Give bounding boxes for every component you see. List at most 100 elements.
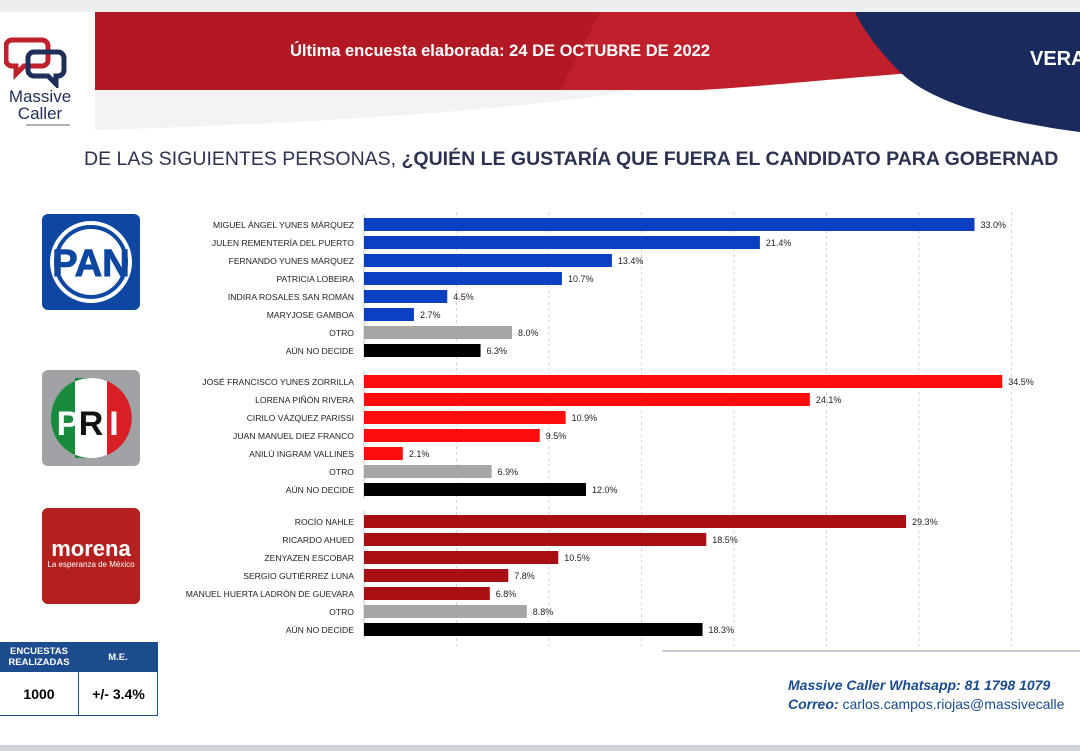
bar (364, 533, 707, 546)
data-label: 18.5% (712, 535, 738, 545)
surveys-count-value: 1000 (23, 686, 55, 702)
header-light-wash (95, 90, 640, 130)
survey-date-title: Última encuesta elaborada: 24 DE OCTUBRE… (290, 42, 710, 60)
data-label: 8.0% (518, 328, 539, 338)
bar (364, 236, 760, 249)
data-label: 21.4% (766, 238, 792, 248)
category-label: MANUEL HUERTA LADRÓN DE GUEVARA (186, 589, 355, 599)
pan-logo-text: PAN (52, 243, 129, 285)
data-label: 24.1% (816, 395, 842, 405)
state-name: VERA (1030, 48, 1080, 70)
data-label: 9.5% (546, 431, 567, 441)
massive-caller-logo: Massive Caller (3, 32, 76, 128)
contact-info: Massive Caller Whatsapp: 81 1798 1079 Co… (788, 676, 1064, 714)
category-label: AÚN NO DECIDE (286, 346, 355, 356)
footer-divider (662, 650, 1080, 652)
logo-speech-bubbles-icon (3, 37, 67, 91)
bar (364, 393, 810, 406)
category-label: INDIRA ROSALES SAN ROMÁN (228, 292, 354, 302)
data-label: 34.5% (1008, 377, 1034, 387)
pri-logo: P R I (42, 370, 140, 466)
bar (364, 254, 612, 267)
data-label: 10.9% (572, 413, 598, 423)
bar-chart: MIGUEL ÁNGEL YUNES MÁRQUEZ 33.0% JULEN REM… (186, 212, 1034, 646)
bar (364, 515, 907, 528)
data-label: 2.1% (409, 449, 430, 459)
survey-info-table: ENCUESTAS REALIZADAS M.E. 1000 +/- 3.4% (0, 642, 158, 716)
data-label: 6.9% (498, 467, 519, 477)
category-label: ANILÚ INGRAM VALLINES (249, 449, 354, 459)
category-label: JUAN MANUEL DIEZ FRANCO (233, 431, 354, 441)
category-label: LORENA PIÑÓN RIVERA (255, 395, 354, 405)
whatsapp-label: Massive Caller Whatsapp: (788, 677, 961, 693)
bar (364, 218, 975, 231)
data-label: 10.5% (564, 553, 590, 563)
bar (364, 587, 490, 600)
poll-slide: Massive Caller Última encuesta elaborada… (0, 12, 1080, 745)
bar (364, 447, 403, 460)
category-label: AÚN NO DECIDE (286, 625, 355, 635)
bar (364, 344, 481, 357)
bar (364, 411, 566, 424)
header-dark-red-shade (95, 12, 600, 90)
data-label: 33.0% (981, 220, 1007, 230)
pri-letter-r: R (79, 405, 104, 443)
morena-logo: morena La esperanza de México (42, 508, 140, 604)
pri-letter-i: I (109, 405, 118, 443)
page-bottom-edge (0, 745, 1080, 751)
header-navy-swoosh (855, 12, 1080, 132)
data-label: 29.3% (912, 517, 938, 527)
question-regular-text: DE LAS SIGUIENTES PERSONAS, (84, 148, 402, 170)
pri-emblem-icon: P R I (50, 378, 132, 458)
morena-logo-text: morena (51, 536, 131, 561)
margin-error-value: +/- 3.4% (78, 672, 158, 716)
category-label: ZENYAZEN ESCOBAR (264, 553, 354, 563)
category-label: ROCÍO NAHLE (295, 517, 354, 527)
data-label: 13.4% (618, 256, 644, 266)
category-label: FERNANDO YUNES MÁRQUEZ (229, 256, 354, 266)
whatsapp-number: 81 1798 1079 (964, 677, 1051, 693)
question-bold-text: ¿QUIÉN LE GUSTARÍA QUE FUERA EL CANDIDAT… (401, 148, 1059, 170)
category-label: MARYJOSE GAMBOA (267, 310, 354, 320)
category-label: JOSÉ FRANCISCO YUNES ZORRILLA (202, 377, 354, 387)
surveys-count-header: ENCUESTAS REALIZADAS (0, 642, 78, 672)
margin-error-header: M.E. (78, 642, 158, 672)
bar (364, 290, 448, 303)
logo-brand-line2: Caller (17, 104, 63, 123)
category-label: JULEN REMENTERÍA DEL PUERTO (212, 238, 354, 248)
data-label: 18.3% (709, 625, 735, 635)
data-label: 2.7% (420, 310, 441, 320)
bar (364, 483, 586, 496)
category-label: MIGUEL ÁNGEL YUNES MÁRQUEZ (213, 220, 354, 230)
logo-brand-line1: Massive (8, 87, 72, 106)
category-label: OTRO (329, 607, 354, 617)
category-label: AÚN NO DECIDE (286, 485, 355, 495)
bar-group-morena: ROCÍO NAHLE 29.3% RICARDO AHUED 18.5% ZENYAZ… (186, 515, 938, 636)
email-address: carlos.campos.riojas@massivecalle (842, 696, 1065, 712)
pri-letter-p: P (57, 405, 80, 443)
whatsapp-line: Massive Caller Whatsapp: 81 1798 1079 (788, 676, 1064, 695)
bar (364, 569, 509, 582)
data-label: 6.3% (487, 346, 508, 356)
data-label: 10.7% (568, 274, 594, 284)
pan-logo: PAN (42, 214, 140, 310)
bar (364, 605, 527, 618)
question-heading: DE LAS SIGUIENTES PERSONAS, ¿QUIÉN LE GU… (84, 148, 1058, 171)
bar-group-pan: MIGUEL ÁNGEL YUNES MÁRQUEZ 33.0% JULEN REM… (212, 218, 1006, 357)
data-label: 8.8% (533, 607, 554, 617)
header-banner (95, 12, 1080, 132)
data-label: 7.8% (514, 571, 535, 581)
pan-emblem-icon: PAN (50, 221, 132, 303)
data-label: 6.8% (496, 589, 517, 599)
bar (364, 326, 512, 339)
bar (364, 429, 540, 442)
category-label: OTRO (329, 328, 354, 338)
bar (364, 375, 1003, 388)
category-label: SERGIO GUTIÉRREZ LUNA (243, 571, 354, 581)
logo-underline (26, 124, 70, 126)
bar (364, 272, 562, 285)
bar (364, 465, 492, 478)
data-label: 4.5% (453, 292, 474, 302)
category-label: PATRICIA LOBEIRA (276, 274, 354, 284)
morena-logo-tagline: La esperanza de México (47, 560, 135, 569)
